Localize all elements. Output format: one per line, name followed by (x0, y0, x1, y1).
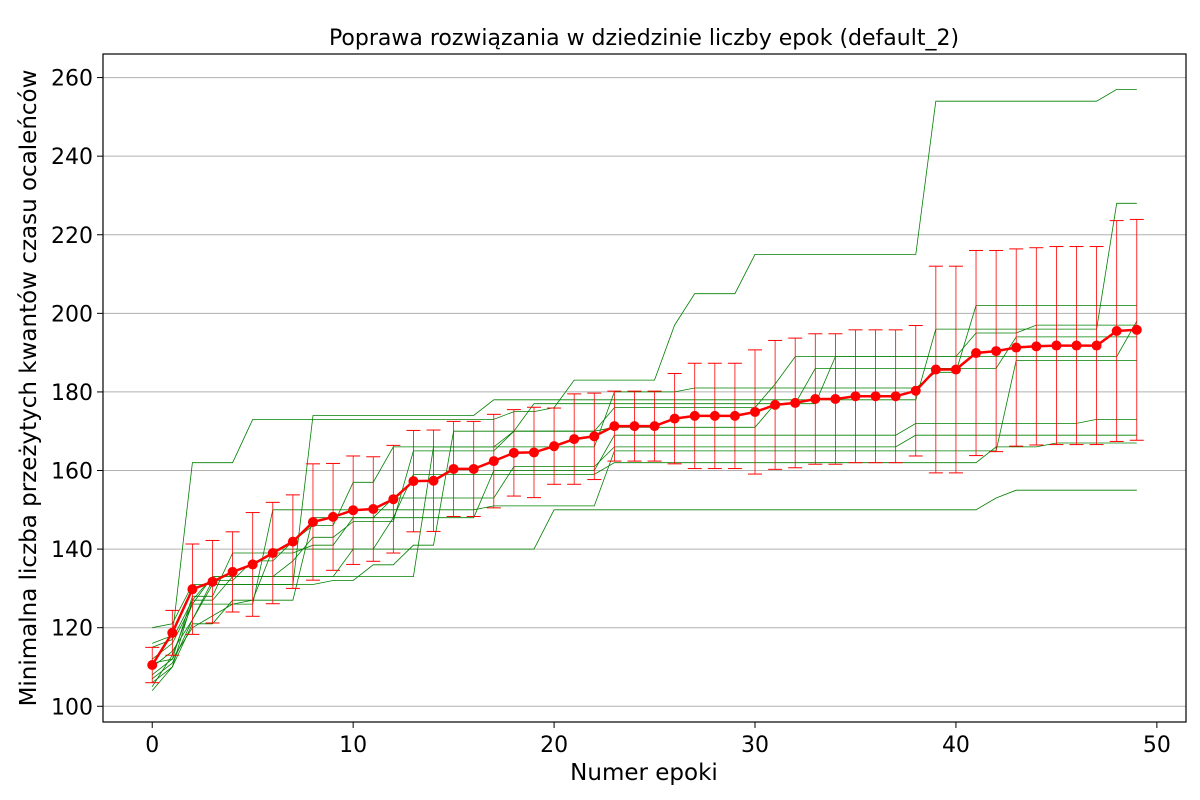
y-tick-label: 220 (51, 224, 93, 249)
mean-point (368, 504, 379, 515)
mean-point (971, 348, 982, 359)
y-tick-label: 160 (51, 460, 93, 485)
mean-point (528, 447, 539, 458)
mean-point (750, 406, 761, 417)
mean-point (830, 394, 841, 405)
plot-area-frame (102, 53, 1187, 723)
y-tick-label: 240 (51, 145, 93, 170)
mean-point (991, 346, 1002, 357)
mean-point (247, 559, 258, 570)
mean-point (930, 364, 941, 375)
mean-point (890, 391, 901, 402)
mean-point (850, 391, 861, 402)
x-tick-label: 0 (145, 733, 159, 758)
mean-point (950, 364, 961, 375)
mean-point (207, 576, 218, 587)
mean-point (790, 397, 801, 408)
run-series-line (152, 202, 1137, 629)
mean-point (569, 434, 580, 445)
mean-point (328, 511, 339, 522)
mean-point (1111, 326, 1122, 337)
mean-point (1011, 342, 1022, 353)
mean-point (227, 566, 238, 577)
mean-point (448, 463, 459, 474)
y-tick-label: 120 (51, 617, 93, 642)
mean-point (1131, 324, 1142, 335)
x-tick-label: 50 (1143, 733, 1171, 758)
mean-point (669, 413, 680, 424)
mean-point (609, 421, 620, 432)
mean-point (147, 660, 158, 671)
mean-point (649, 421, 660, 432)
mean-point (468, 463, 479, 474)
mean-point (549, 441, 560, 452)
mean-point (689, 410, 700, 421)
mean-point (408, 476, 419, 487)
run-series-line (151, 360, 1137, 676)
mean-point (709, 410, 720, 421)
run-series-line (151, 489, 1137, 660)
x-axis-label: Numer epoki (570, 760, 718, 786)
mean-point (488, 456, 499, 467)
x-tick-label: 20 (540, 733, 568, 758)
y-tick-label: 200 (51, 302, 93, 327)
x-tick-label: 40 (942, 733, 970, 758)
run-series-line (152, 89, 1137, 644)
mean-point (428, 475, 439, 486)
mean-point (307, 516, 318, 527)
mean-point (729, 410, 740, 421)
axis-ticks: 100 120 140 160 180 200 220 240 260 0 10 20 30 40 50 (51, 67, 1171, 758)
mean-point (910, 385, 921, 396)
mean-point (287, 536, 298, 547)
mean-point (1031, 341, 1042, 352)
run-series-line (151, 442, 1137, 691)
mean-point (810, 394, 821, 405)
mean-point (187, 584, 198, 595)
x-tick-label: 10 (339, 733, 367, 758)
mean-point (508, 447, 519, 458)
mean-point (267, 548, 278, 559)
y-tick-label: 180 (51, 381, 93, 406)
run-series-line (152, 418, 1137, 648)
mean-point (167, 627, 178, 638)
y-tick-label: 260 (51, 67, 93, 92)
y-tick-label: 140 (51, 538, 93, 563)
mean-point (629, 421, 640, 432)
mean-point (1051, 340, 1062, 351)
chart-title: Poprawa rozwiązania w dziedzinie liczby … (329, 26, 959, 51)
mean-point (348, 505, 359, 516)
mean-point (388, 494, 399, 505)
y-tick-label: 100 (51, 695, 93, 720)
mean-point (1071, 340, 1082, 351)
mean-point (589, 431, 600, 442)
mean-point (870, 391, 881, 402)
mean-point (770, 399, 781, 410)
y-axis-label: Minimalna liczba przeżytych kwantów czas… (16, 70, 42, 707)
x-tick-label: 30 (741, 733, 769, 758)
mean-point (1091, 340, 1102, 351)
run-series-line (152, 434, 1137, 664)
mean-series-group (147, 324, 1142, 671)
